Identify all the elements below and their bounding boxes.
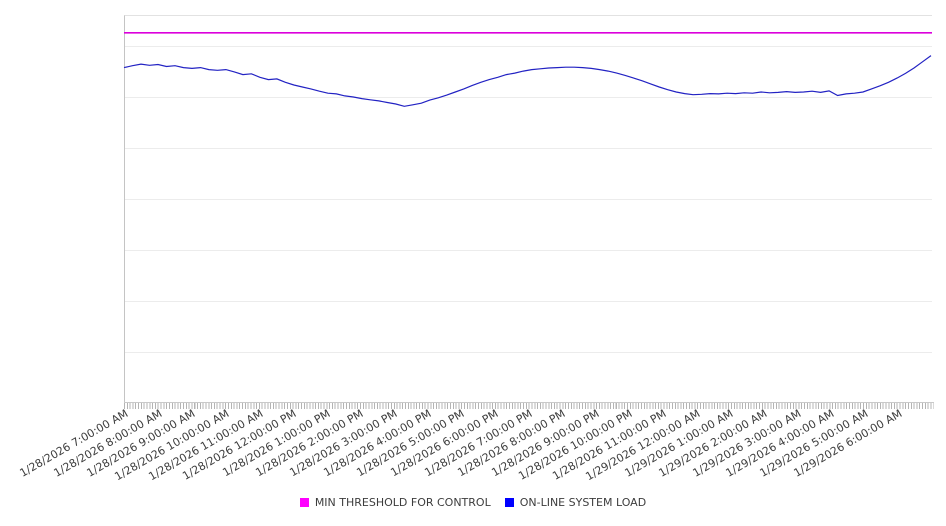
x-axis-minor-ticks [124, 403, 934, 409]
gridline [125, 46, 932, 47]
x-axis-line [124, 402, 934, 403]
gridline [125, 352, 932, 353]
gridline [125, 199, 932, 200]
threshold-legend-swatch [299, 498, 309, 507]
legend: MIN THRESHOLD FOR CONTROL ON-LINE SYSTEM… [0, 496, 946, 509]
threshold-legend-label: MIN THRESHOLD FOR CONTROL [314, 496, 491, 509]
gridline [125, 97, 932, 98]
gridline [125, 301, 932, 302]
legend-item-min-threshold[interactable]: MIN THRESHOLD FOR CONTROL [299, 496, 491, 509]
plot-area [124, 15, 932, 402]
gridline [125, 250, 932, 251]
legend-item-online-system-load[interactable]: ON-LINE SYSTEM LOAD [504, 496, 647, 509]
load-legend-label: ON-LINE SYSTEM LOAD [519, 496, 647, 509]
gridline [125, 148, 932, 149]
load-legend-swatch [504, 498, 514, 507]
